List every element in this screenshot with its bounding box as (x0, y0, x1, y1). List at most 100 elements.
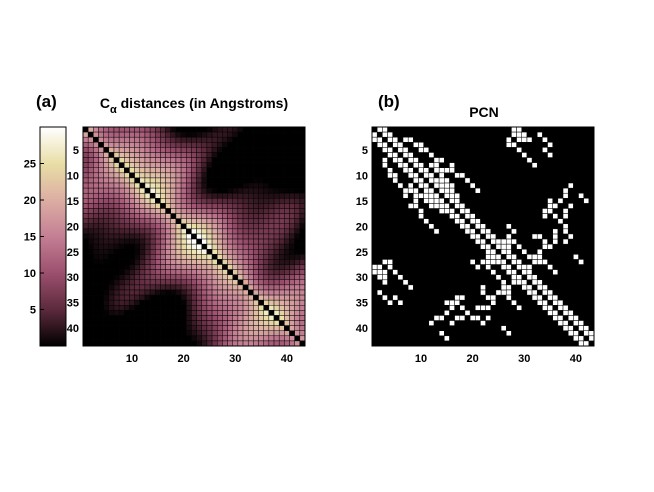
heatmap-a-cell (232, 315, 239, 321)
heatmap-a-cell (149, 243, 156, 250)
heatmap-a-cell (144, 305, 151, 311)
heatmap-a-cell (98, 340, 104, 347)
heatmap-a-cell (180, 213, 187, 219)
heatmap-a-cell (201, 299, 208, 306)
heatmap-a-cell (165, 218, 171, 224)
heatmap-a-cell (227, 330, 233, 337)
y-tick-label: 5 (362, 145, 368, 157)
heatmap-a-cell (217, 177, 223, 184)
heatmap-a-cell (93, 310, 99, 316)
heatmap-a-cell (165, 136, 171, 143)
heatmap-a-cell (211, 182, 218, 189)
heatmap-a-cell (227, 238, 233, 245)
heatmap-a-cell (160, 228, 166, 235)
heatmap-a-cell (294, 294, 301, 301)
heatmap-a-cell (217, 340, 223, 347)
heatmap-a-cell (113, 182, 120, 189)
heatmap-a-cell (273, 208, 280, 214)
heatmap-a-cell (289, 198, 295, 204)
heatmap-a-cell (227, 198, 233, 204)
heatmap-a-cell (87, 249, 94, 255)
heatmap-a-cell (108, 223, 115, 230)
x-tick-label: 10 (415, 353, 427, 365)
contact-cell (552, 233, 559, 240)
heatmap-a-cell (278, 289, 285, 296)
contact-cell (547, 198, 553, 204)
heatmap-a-cell (113, 167, 120, 174)
heatmap-a-cell (201, 243, 208, 250)
heatmap-a-cell (222, 213, 228, 219)
x-tick-label: 30 (518, 353, 530, 365)
heatmap-a-cell (191, 131, 197, 138)
heatmap-a-cell (263, 223, 270, 230)
heatmap-a-cell (118, 305, 125, 311)
heatmap-a-cell (299, 340, 306, 347)
heatmap-a-cell (134, 254, 141, 260)
heatmap-a-cell (165, 299, 171, 306)
heatmap-a-cell (134, 340, 141, 347)
heatmap-a-cell (144, 228, 151, 235)
heatmap-a-cell (273, 126, 280, 133)
heatmap-a-cell (222, 335, 228, 342)
heatmap-a-cell (113, 325, 120, 331)
heatmap-a-cell (186, 187, 192, 194)
heatmap-a-cell (201, 254, 208, 260)
heatmap-a-cell (227, 142, 233, 148)
contact-cell (423, 192, 430, 199)
heatmap-a-cell (144, 177, 151, 184)
heatmap-a-cell (82, 223, 89, 230)
heatmap-a-cell (180, 310, 187, 316)
heatmap-a-cell (273, 223, 280, 230)
heatmap-a-cell (237, 310, 244, 316)
heatmap-a-cell (227, 223, 233, 230)
contact-cell (397, 157, 404, 163)
heatmap-a-cell (149, 172, 156, 179)
heatmap-a-cell (165, 167, 171, 174)
heatmap-a-cell (175, 131, 182, 138)
heatmap-a-cell (217, 172, 223, 179)
contact-cell (573, 315, 579, 321)
heatmap-a-cell (87, 167, 94, 174)
contact-cell (428, 203, 435, 209)
heatmap-a-cell (237, 152, 244, 158)
heatmap-a-cell (273, 284, 280, 291)
heatmap-a-cell (170, 213, 177, 219)
heatmap-a-cell (124, 274, 130, 281)
heatmap-a-cell (242, 289, 249, 296)
contact-cell (475, 315, 481, 321)
contact-cell (402, 187, 409, 194)
contact-cell (588, 335, 595, 342)
heatmap-a-cell (217, 147, 223, 153)
heatmap-a-cell (93, 131, 99, 138)
heatmap-a-cell (263, 172, 270, 179)
contact-cell (516, 279, 522, 286)
heatmap-a-cell (284, 294, 290, 301)
heatmap-a-cell (144, 264, 151, 270)
heatmap-a-cell (191, 238, 197, 245)
heatmap-a-cell (149, 310, 156, 316)
heatmap-a-cell (165, 126, 171, 133)
heatmap-a-cell (222, 157, 228, 163)
contact-cell (526, 157, 533, 163)
heatmap-a-cell (118, 192, 125, 199)
contact-cell (376, 274, 383, 281)
heatmap-a-cell (139, 238, 146, 245)
heatmap-a-cell (227, 147, 233, 153)
heatmap-a-cell (273, 136, 280, 143)
contact-cell (407, 136, 414, 143)
heatmap-a-cell (87, 335, 94, 342)
heatmap-a-cell (191, 126, 197, 133)
heatmap-a-cell (263, 142, 270, 148)
heatmap-a-cell (170, 162, 177, 168)
heatmap-a-cell (258, 203, 264, 209)
heatmap-a-cell (232, 177, 239, 184)
heatmap-a-title: Cα distances (in Angstroms) (100, 95, 288, 116)
heatmap-b-frame (371, 126, 595, 347)
heatmap-a-cell (175, 228, 182, 235)
contact-cell (485, 228, 491, 235)
heatmap-a-cell (211, 223, 218, 230)
heatmap-a-cell (170, 152, 177, 158)
heatmap-a-cell (206, 131, 213, 138)
heatmap-a-cell (206, 335, 213, 342)
heatmap-a-cell (98, 325, 104, 331)
